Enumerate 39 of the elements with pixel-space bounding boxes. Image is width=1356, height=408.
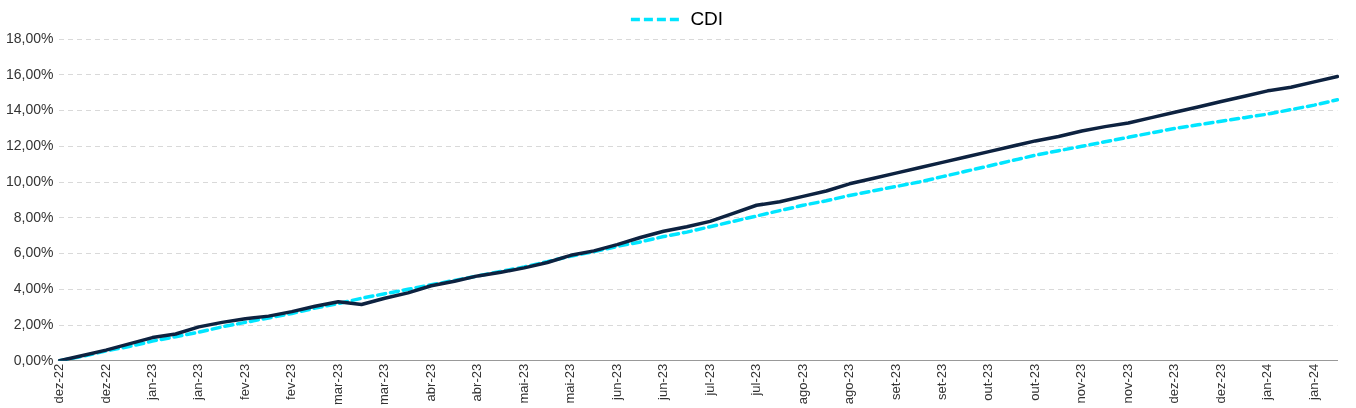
x-tick-label: fev-23 bbox=[283, 363, 299, 400]
x-tick-label: jan-24 bbox=[1259, 363, 1275, 401]
x-tick-label: mar-23 bbox=[376, 363, 392, 406]
y-tick-label: 6,00% bbox=[13, 244, 54, 261]
x-tick-label: dez-23 bbox=[1212, 363, 1228, 404]
x-tick-label: dez-22 bbox=[97, 363, 113, 404]
x-tick-label: out-23 bbox=[1026, 363, 1042, 401]
y-tick-label: 2,00% bbox=[13, 315, 54, 332]
y-tick-label: 8,00% bbox=[13, 208, 54, 225]
x-tick-label: ago-23 bbox=[841, 363, 857, 405]
x-tick-label: jun-23 bbox=[608, 363, 624, 401]
y-tick-label: 0,00% bbox=[13, 351, 54, 368]
x-tick-label: mai-23 bbox=[562, 363, 578, 404]
x-tick-label: abr-23 bbox=[422, 363, 438, 402]
x-tick-label: ago-23 bbox=[794, 363, 810, 405]
x-tick-label: jul-23 bbox=[701, 363, 717, 397]
x-tick-label: fev-23 bbox=[236, 363, 252, 400]
x-tick-label: jan-23 bbox=[190, 363, 206, 401]
x-tick-label: out-23 bbox=[980, 363, 996, 401]
x-tick-label: set-23 bbox=[887, 363, 903, 400]
x-tick-label: set-23 bbox=[933, 363, 949, 400]
x-tick-label: jun-23 bbox=[655, 363, 671, 401]
x-tick-label: nov-23 bbox=[1073, 363, 1089, 404]
x-tick-label: mar-23 bbox=[329, 363, 345, 406]
x-tick-label: mai-23 bbox=[515, 363, 531, 404]
y-tick-label: 4,00% bbox=[13, 280, 54, 297]
x-tick-label: abr-23 bbox=[469, 363, 485, 402]
x-tick-label: dez-22 bbox=[51, 363, 67, 404]
legend-label: CDI bbox=[690, 7, 724, 29]
y-tick-label: 10,00% bbox=[6, 172, 54, 189]
y-tick-label: 12,00% bbox=[6, 137, 54, 154]
y-tick-label: 16,00% bbox=[6, 65, 54, 82]
x-tick-label: jan-24 bbox=[1305, 363, 1321, 401]
x-tick-label: jul-23 bbox=[748, 363, 764, 397]
y-tick-label: 18,00% bbox=[6, 29, 54, 46]
y-tick-label: 14,00% bbox=[6, 101, 54, 118]
x-tick-label: nov-23 bbox=[1119, 363, 1135, 404]
x-tick-label: dez-23 bbox=[1166, 363, 1182, 404]
x-tick-label: jan-23 bbox=[144, 363, 159, 401]
